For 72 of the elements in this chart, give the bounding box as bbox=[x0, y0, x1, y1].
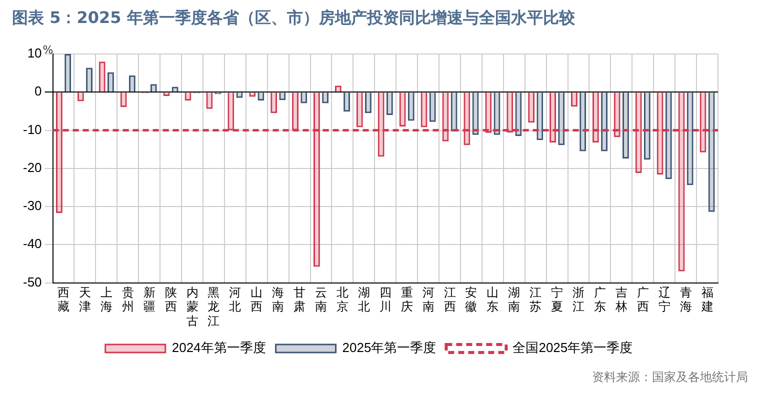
y-tick-label: -10 bbox=[22, 122, 42, 137]
chart-title: 图表 5：2025 年第一季度各省（区、市）房地产投资同比增速与全国水平比较 bbox=[12, 8, 575, 29]
bar bbox=[558, 92, 565, 146]
x-tick-label: 青海 bbox=[680, 285, 692, 314]
x-tick-label: 山东 bbox=[486, 285, 499, 314]
bar bbox=[270, 92, 278, 114]
bar bbox=[399, 92, 406, 126]
x-tick-label: 湖南 bbox=[508, 285, 520, 314]
bar bbox=[601, 92, 608, 152]
bar bbox=[344, 92, 350, 112]
x-tick-label: 云南 bbox=[315, 285, 328, 314]
y-tick-label: 0 bbox=[34, 84, 42, 99]
bar bbox=[450, 92, 458, 132]
x-tick-label: 浙江 bbox=[572, 285, 585, 314]
bar bbox=[120, 92, 127, 108]
bar bbox=[64, 54, 72, 92]
bar bbox=[536, 92, 544, 140]
x-tick-label: 天津 bbox=[78, 285, 91, 314]
bar bbox=[108, 72, 114, 92]
x-tick-label: 陕西 bbox=[164, 285, 177, 314]
legend-label: 全国2025年第一季度 bbox=[512, 340, 633, 356]
y-axis-title: % bbox=[42, 43, 54, 56]
x-tick-label: 宁夏 bbox=[551, 285, 564, 314]
x-tick-label: 河南 bbox=[422, 285, 434, 314]
x-tick-label: 甘肃 bbox=[294, 285, 306, 314]
bar bbox=[408, 92, 414, 121]
x-tick-label: 西藏 bbox=[58, 285, 70, 314]
bar bbox=[206, 92, 213, 109]
x-tick-label: 福建 bbox=[700, 285, 714, 314]
bar bbox=[86, 68, 92, 92]
x-tick-label: 北京 bbox=[336, 285, 348, 314]
bar bbox=[644, 92, 650, 160]
bar bbox=[708, 92, 715, 212]
bar bbox=[429, 92, 436, 122]
x-tick-label: 辽宁 bbox=[658, 285, 670, 314]
y-tick-label: -30 bbox=[22, 198, 42, 214]
x-tick-label: 江西 bbox=[444, 285, 456, 314]
bar bbox=[386, 92, 393, 116]
y-tick-label: 10 bbox=[27, 46, 42, 61]
bar bbox=[665, 92, 672, 180]
bar bbox=[528, 92, 535, 123]
bar bbox=[128, 75, 136, 92]
legend-label: 2025年第一季度 bbox=[342, 340, 436, 356]
x-tick-label: 广西 bbox=[636, 285, 649, 314]
bar bbox=[356, 92, 363, 128]
x-tick-label: 湖北 bbox=[358, 285, 370, 314]
bar bbox=[98, 62, 106, 92]
legend-label: 2024年第一季度 bbox=[172, 340, 266, 356]
bar bbox=[515, 92, 522, 136]
y-tick-label: -50 bbox=[22, 274, 42, 290]
text: 资料来源：国家及各地统计局 bbox=[592, 369, 748, 386]
bar bbox=[622, 92, 629, 158]
x-tick-label: 贵州 bbox=[122, 285, 134, 314]
bar bbox=[365, 92, 372, 114]
bar bbox=[580, 92, 586, 152]
x-tick-label: 安徽 bbox=[465, 285, 478, 314]
y-tick-label: -40 bbox=[22, 236, 42, 252]
x-tick-label: 吉林 bbox=[614, 285, 628, 314]
bar bbox=[571, 92, 578, 107]
y-tick-label: -20 bbox=[22, 160, 42, 175]
x-tick-label: 山西 bbox=[250, 285, 263, 314]
x-tick-label: 广东 bbox=[594, 285, 606, 314]
x-tick-label: 四川 bbox=[379, 285, 392, 314]
x-tick-label: 海南 bbox=[272, 285, 284, 314]
x-tick-label: 江苏 bbox=[530, 285, 542, 314]
x-tick-label: 河北 bbox=[229, 285, 242, 314]
x-tick-label: 内蒙古 bbox=[186, 285, 198, 328]
x-tick-label: 黑龙江 bbox=[208, 285, 220, 328]
x-tick-label: 重庆 bbox=[400, 285, 413, 314]
x-tick-label: 新疆 bbox=[143, 285, 156, 314]
bar bbox=[686, 92, 694, 186]
x-tick-label: 上海 bbox=[100, 285, 112, 314]
